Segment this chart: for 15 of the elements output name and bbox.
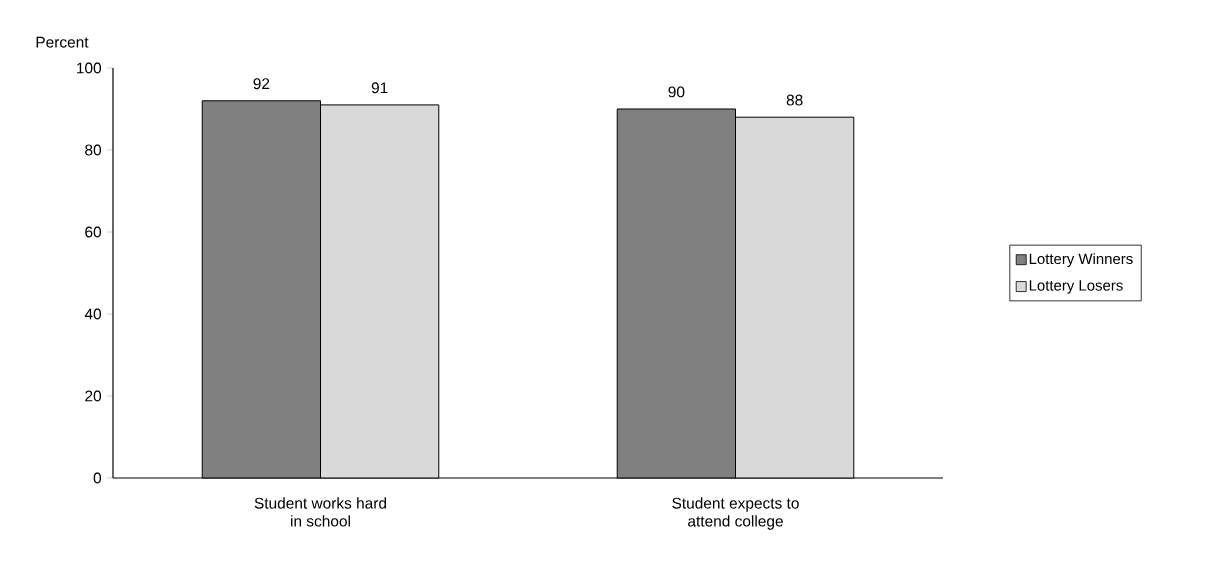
- data-label: 92: [253, 78, 270, 90]
- y-tick-label: 80: [85, 144, 102, 156]
- x-tick-label: Student works hard in school: [254, 497, 387, 527]
- legend-label: Lottery Winners: [1029, 253, 1133, 268]
- y-tick-label: 60: [85, 226, 102, 238]
- y-tick-label: 40: [84, 308, 102, 320]
- data-label: 88: [786, 94, 803, 106]
- y-axis-title: Percent: [36, 36, 89, 48]
- data-label: 90: [668, 86, 685, 98]
- x-tick-label: Student expects to attend college: [672, 497, 799, 530]
- data-label: 91: [371, 82, 388, 94]
- y-tick-label: 100: [77, 62, 102, 74]
- y-tick-label: 20: [85, 390, 102, 402]
- legend-label: Lottery Losers: [1029, 280, 1123, 294]
- y-tick-label: 0: [93, 472, 102, 484]
